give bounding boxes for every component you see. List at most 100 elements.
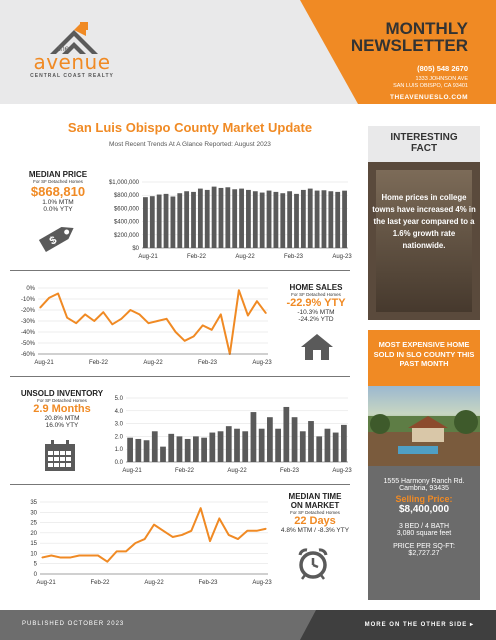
data-point	[228, 534, 230, 536]
house-roof-logo-icon	[50, 22, 98, 54]
median-time-subtitle: For SF Detached Homes	[290, 510, 340, 515]
bar	[234, 428, 240, 462]
unsold-inventory-block: UNSOLD INVENTORY For SF Detached Homes 2…	[16, 389, 108, 429]
bar	[316, 436, 323, 462]
logo[interactable]	[18, 14, 138, 84]
y-tick-label: -30%	[21, 319, 36, 325]
median-price-value: $868,810	[30, 184, 86, 199]
phone-number[interactable]: (805) 548 2670	[417, 64, 468, 73]
data-point	[172, 536, 174, 538]
bar	[191, 191, 196, 248]
y-tick-label: 35	[30, 500, 37, 506]
address-line1: 1333 JOHNSON AVE	[415, 76, 468, 82]
x-tick-label: Feb-22	[90, 580, 110, 586]
data-point	[211, 329, 213, 331]
bar	[149, 196, 155, 248]
selling-price-label: Selling Price:	[395, 494, 453, 504]
x-tick-label: Aug-21	[138, 254, 158, 260]
y-tick-label: 30	[30, 510, 37, 516]
x-tick-label: Feb-23	[284, 254, 304, 260]
median-time-value: 22 Days	[294, 515, 336, 527]
bar	[258, 428, 265, 462]
more-other-side-link[interactable]: MORE ON THE OTHER SIDE ▸	[365, 621, 474, 628]
data-point	[125, 550, 127, 552]
data-point	[39, 307, 41, 309]
data-point	[175, 331, 177, 333]
y-tick-label: $800,000	[114, 193, 140, 199]
more-other-side-label: MORE ON THE OTHER SIDE	[364, 622, 468, 628]
y-tick-label: -50%	[21, 341, 36, 347]
fact-heading-line1: INTERESTING	[390, 132, 458, 143]
y-tick-label: 1.0	[115, 447, 124, 453]
address: 1333 JOHNSON AVE SAN LUIS OBISPO, CA 934…	[393, 76, 468, 89]
y-tick-label: -60%	[21, 352, 36, 358]
x-tick-label: Aug-23	[252, 580, 272, 586]
bar	[184, 191, 190, 248]
header-banner	[0, 0, 358, 104]
bar	[324, 428, 331, 462]
bar	[127, 437, 133, 462]
data-point	[129, 309, 131, 311]
home-sales-ytd: -24.2% YTD	[298, 316, 334, 323]
data-point	[238, 289, 240, 291]
x-tick-label: Aug-22	[143, 360, 163, 366]
data-point	[256, 530, 258, 532]
median-price-subtitle: For SF Detached Homes	[33, 179, 83, 184]
data-point	[181, 534, 183, 536]
bar	[267, 417, 273, 462]
home-sales-mtm: -10.3% MTM	[297, 309, 335, 316]
bar	[232, 189, 238, 248]
data-point	[102, 311, 104, 313]
median-time-block: MEDIAN TIME ON MARKET For SF Detached Ho…	[270, 492, 360, 534]
data-point	[57, 292, 59, 295]
unsold-inventory-chart: 0.0 1.0 2.0 3.0 4.0 5.0 Aug-21 Feb-22 Aug-22 Feb-…	[115, 396, 352, 474]
unsold-inventory-yty: 16.0% YTY	[45, 422, 79, 429]
data-point	[88, 554, 90, 557]
bar	[250, 412, 257, 462]
bar	[156, 194, 162, 248]
y-tick-label: 10	[30, 551, 37, 557]
fact-text: Home prices in college towns have increa…	[372, 193, 476, 250]
x-tick-label: Feb-22	[187, 254, 207, 260]
data-point	[202, 324, 204, 326]
data-point	[165, 318, 168, 320]
bar	[225, 187, 231, 248]
bar	[170, 196, 176, 248]
address-line2: SAN LUIS OBISPO, CA 93401	[393, 82, 468, 89]
data-point	[153, 524, 155, 526]
bar	[335, 191, 341, 248]
bar	[280, 193, 286, 248]
x-tick-label: Aug-23	[332, 254, 352, 260]
bar	[151, 431, 158, 462]
page-subtitle: Most Recent Trends At A Glance Reported:…	[109, 141, 271, 148]
y-tick-label: 0.0	[115, 460, 124, 466]
data-point	[116, 550, 118, 552]
x-tick-label: Aug-21	[122, 468, 142, 474]
footer-slash	[300, 610, 316, 640]
beds-baths: 3 BED / 4 BATH	[398, 523, 450, 530]
bar	[314, 190, 320, 248]
data-point	[193, 335, 195, 337]
website-link[interactable]: THEAVENUESLO.COM	[390, 94, 468, 101]
x-tick-label: Aug-22	[144, 580, 164, 586]
y-tick-label: $1,000,000	[109, 180, 140, 186]
y-tick-label: 5	[34, 562, 38, 568]
data-point	[265, 312, 267, 314]
most-expensive-heading: MOST EXPENSIVE HOME SOLD IN SLO COUNTY T…	[368, 330, 480, 386]
bar	[239, 188, 244, 248]
data-point	[41, 556, 43, 559]
median-price-yty: 0.0% YTY	[43, 206, 73, 213]
bar	[307, 188, 313, 248]
data-point	[209, 540, 211, 542]
bar	[177, 193, 183, 248]
median-price-block: MEDIAN PRICE For SF Detached Homes $868,…	[18, 170, 98, 213]
bar	[291, 417, 298, 462]
header-orange-panel	[358, 0, 496, 104]
median-price-mtm: 1.0% MTM	[42, 199, 74, 206]
y-tick-label: 2.0	[115, 434, 124, 440]
x-tick-label: Feb-22	[89, 360, 109, 366]
data-point	[247, 314, 249, 317]
bar	[342, 190, 347, 248]
bar	[273, 191, 279, 248]
bar	[211, 186, 217, 248]
